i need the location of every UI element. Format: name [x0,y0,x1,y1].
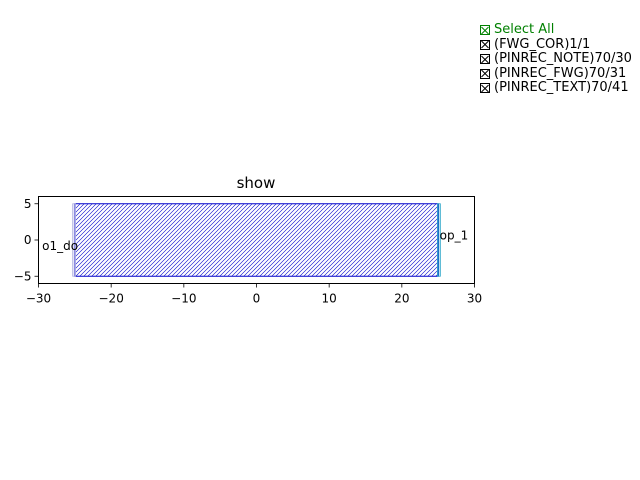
x-tick-label: 10 [322,292,337,306]
checkbox-checked-icon[interactable] [480,54,490,65]
legend-item-label: (FWG_COR)1/1 [494,36,591,52]
legend-item-layer[interactable]: (PINREC_FWG)70/31 [480,65,632,82]
layer-polygon [437,203,441,277]
x-tick-label: 0 [253,292,261,306]
checkbox-checked-icon[interactable] [480,39,490,50]
legend-item-label: (PINREC_TEXT)70/41 [494,80,629,95]
legend-select-all[interactable]: Select All [480,22,632,38]
legend-item-layer[interactable]: (PINREC_TEXT)70/41 [480,80,632,96]
y-tick-label: 0 [24,233,32,247]
layer-polygon [72,203,76,277]
select-all-label: Select All [494,22,555,37]
x-tick-label: 20 [394,292,409,306]
legend-item-label: (PINREC_FWG)70/31 [494,65,627,81]
checkbox-checked-icon[interactable] [480,25,490,36]
checkbox-checked-icon[interactable] [480,68,490,79]
layer-polygon [74,203,439,277]
x-tick-label: −20 [99,292,124,306]
legend-item-label: (PINREC_NOTE)70/30 [494,51,632,66]
y-tick-label: 5 [24,197,32,211]
legend-item-layer[interactable]: (FWG_COR)1/1 [480,36,632,53]
x-tick-label: −10 [171,292,196,306]
x-tick-label: −30 [26,292,51,306]
x-tick-label: 30 [467,292,482,306]
port-label: o1_do [42,239,78,253]
chart-title: show [237,174,276,192]
legend: Select All (FWG_COR)1/1 (PINREC_NOTE)70/… [480,22,632,96]
checkbox-checked-icon[interactable] [480,83,490,94]
y-tick-label: −5 [14,269,32,283]
port-label: op_1 [440,229,469,243]
legend-item-layer[interactable]: (PINREC_NOTE)70/30 [480,51,632,67]
